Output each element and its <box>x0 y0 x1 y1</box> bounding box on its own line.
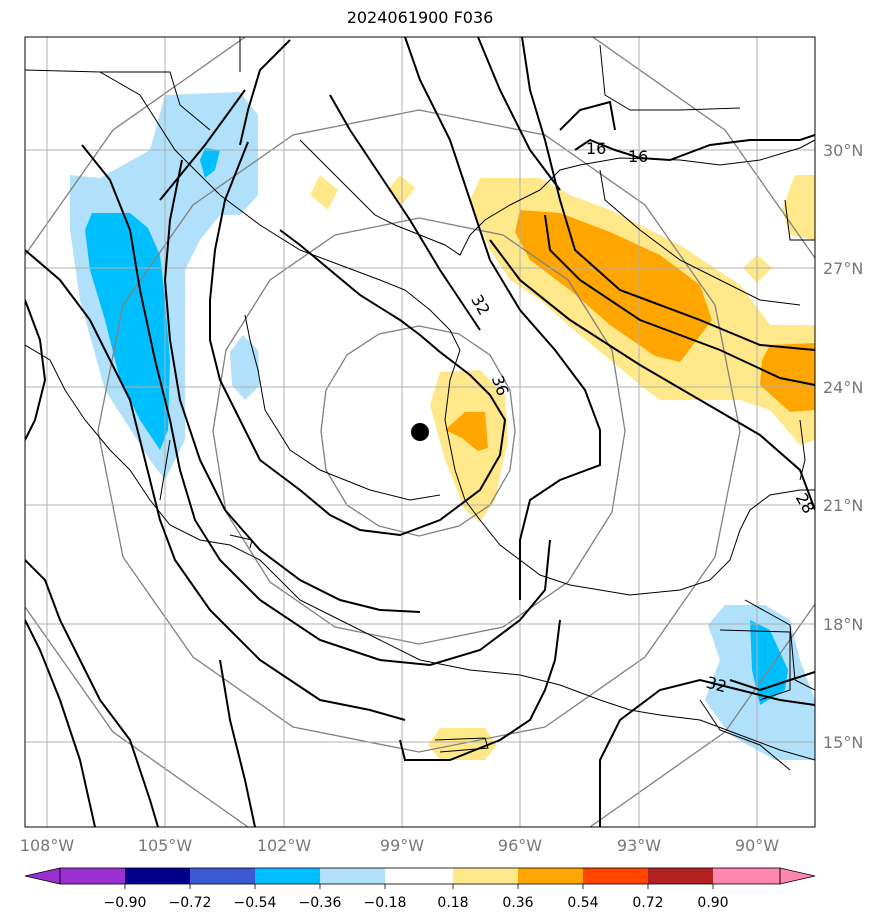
contour-label: 16 <box>586 139 606 158</box>
lon-label: 90°W <box>735 836 779 855</box>
colorbar-label: 0.72 <box>632 895 663 911</box>
lat-label: 30°N <box>823 141 863 160</box>
map-area: 16 16 32 36 28 32 <box>25 37 819 827</box>
lon-label: 105°W <box>138 836 193 855</box>
range-rings <box>25 37 815 827</box>
latitude-labels: 30°N 27°N 24°N 21°N 18°N 15°N <box>823 141 863 752</box>
longitude-labels: 108°W 105°W 102°W 99°W 96°W 93°W 90°W <box>20 836 779 855</box>
coastlines <box>25 37 815 771</box>
lon-label: 96°W <box>498 836 542 855</box>
colorbar-segment <box>190 868 255 884</box>
lat-label: 15°N <box>823 733 863 752</box>
colorbar-segment <box>453 868 518 884</box>
colorbar-label: −0.18 <box>364 895 407 911</box>
lat-label: 27°N <box>823 259 863 278</box>
shading-orange <box>445 210 815 451</box>
colorbar-label: 0.90 <box>697 895 728 911</box>
contour-label: 16 <box>628 147 648 166</box>
lon-label: 93°W <box>617 836 661 855</box>
center-marker <box>411 423 429 441</box>
height-contours <box>25 37 815 827</box>
lon-label: 108°W <box>20 836 75 855</box>
lat-label: 18°N <box>823 615 863 634</box>
colorbar-label: −0.36 <box>299 895 342 911</box>
contour-label: 32 <box>467 291 494 318</box>
colorbar-segment <box>385 868 453 884</box>
colorbar-arrow-min <box>24 867 61 885</box>
lon-label: 99°W <box>380 836 424 855</box>
colorbar-segment <box>648 868 713 884</box>
colorbar-frame <box>59 867 781 885</box>
colorbar-label: 0.54 <box>567 895 598 911</box>
colorbar-segment <box>518 868 583 884</box>
map-frame <box>24 36 816 828</box>
colorbar-segment <box>60 868 125 884</box>
colorbar-segment <box>320 868 385 884</box>
colorbar-label: −0.72 <box>169 895 212 911</box>
lon-label: 102°W <box>257 836 312 855</box>
colorbar-label: 0.36 <box>502 895 533 911</box>
colorbar-segment <box>125 868 190 884</box>
contour-label: 28 <box>792 490 819 517</box>
colorbar-label: −0.90 <box>104 895 147 911</box>
colorbar-segment <box>255 868 320 884</box>
colorbar-arrow-max <box>779 867 816 885</box>
lat-label: 24°N <box>823 378 863 397</box>
lat-label: 21°N <box>823 496 863 515</box>
colorbar-label: −0.54 <box>234 895 277 911</box>
graticule <box>25 37 815 827</box>
colorbar-segment <box>583 868 648 884</box>
contour-label: 32 <box>704 673 729 697</box>
colorbar: −0.90 −0.72 −0.54 −0.36 −0.18 0.18 0.36 … <box>24 867 816 911</box>
colorbar-segment <box>713 868 780 884</box>
colorbar-label: 0.18 <box>437 895 468 911</box>
map-title: 2024061900 F036 <box>346 8 494 27</box>
